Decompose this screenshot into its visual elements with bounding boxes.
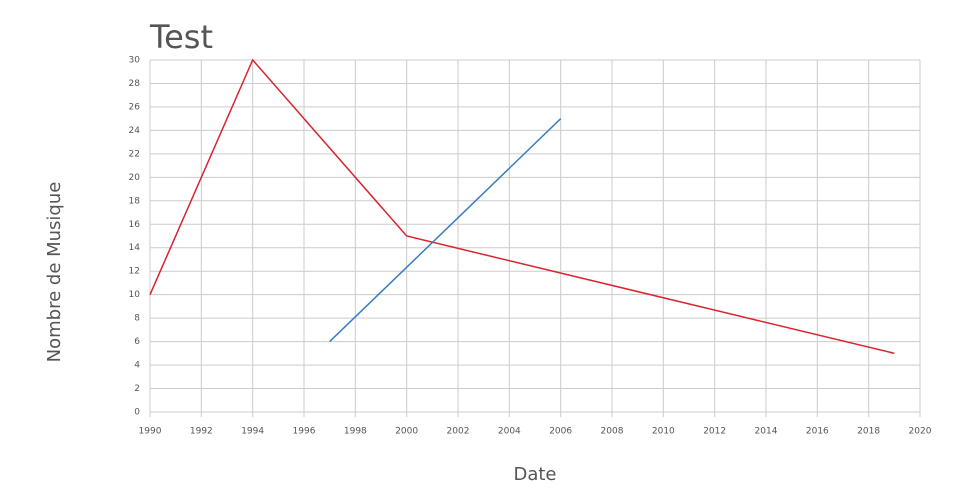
- y-tick-label: 14: [129, 243, 141, 253]
- y-tick-label: 20: [129, 173, 141, 183]
- y-tick-label: 8: [134, 314, 140, 324]
- y-tick-label: 30: [129, 56, 141, 66]
- y-tick-label: 22: [129, 149, 140, 159]
- y-tick-label: 28: [129, 79, 141, 89]
- y-tick-label: 10: [129, 290, 141, 300]
- y-tick-label: 24: [129, 126, 141, 136]
- x-tick-label: 1996: [293, 427, 316, 437]
- chart-title: Test: [149, 18, 213, 56]
- x-tick-label: 2002: [447, 427, 470, 437]
- y-tick-label: 6: [134, 337, 140, 347]
- x-tick-label: 1990: [139, 427, 162, 437]
- y-tick-label: 26: [129, 102, 141, 112]
- x-tick-label: 2020: [909, 427, 932, 437]
- x-tick-label: 2016: [806, 427, 829, 437]
- y-axis-label: Nombre de Musique: [44, 182, 65, 363]
- line: [329, 118, 562, 343]
- line: [149, 58, 895, 355]
- y-tick-label: 4: [134, 361, 140, 371]
- y-tick-label: 16: [129, 220, 141, 230]
- x-tick-label: 1998: [344, 427, 367, 437]
- x-tick-label: 2004: [498, 427, 521, 437]
- x-tick-label: 2006: [549, 427, 572, 437]
- x-tick-label: 2018: [857, 427, 880, 437]
- y-tick-label: 2: [134, 384, 140, 394]
- x-tick-label: 2012: [703, 427, 726, 437]
- x-tick-label: 2008: [601, 427, 624, 437]
- y-tick-label: 0: [134, 408, 140, 418]
- x-tick-label: 1994: [241, 427, 264, 437]
- x-tick-label: 2000: [395, 427, 418, 437]
- x-tick-label: 2010: [652, 427, 675, 437]
- x-tick-label: 2014: [755, 427, 778, 437]
- x-tick-label: 1992: [190, 427, 213, 437]
- x-axis-label: Date: [513, 464, 556, 485]
- y-tick-label: 18: [129, 196, 141, 206]
- y-tick-label: 12: [129, 267, 140, 277]
